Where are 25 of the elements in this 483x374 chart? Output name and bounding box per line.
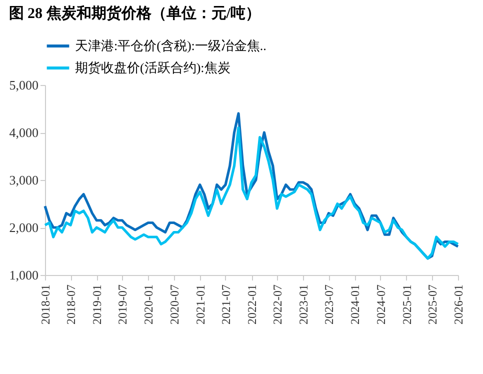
x-tick-label: 2020-01	[142, 284, 156, 324]
y-tick-label: 5,000	[9, 78, 38, 92]
x-tick-label: 2022-01	[245, 284, 259, 324]
x-tick-label: 2024-01	[348, 284, 362, 324]
x-tick-label: 2019-07	[116, 284, 130, 324]
x-tick-label: 2023-01	[296, 284, 311, 324]
x-tick-label: 2024-07	[374, 284, 388, 324]
x-tick-label: 2019-01	[90, 284, 104, 324]
x-tick-label: 2020-07	[167, 284, 182, 324]
chart-title: 图 28 焦炭和期货价格（单位：元/吨）	[8, 5, 260, 22]
x-tick-label: 2018-07	[64, 284, 78, 324]
x-tick-label: 2025-07	[425, 284, 440, 324]
x-tick-label: 2025-01	[400, 284, 414, 324]
x-tick-label: 2026-01	[452, 284, 466, 324]
legend-label: 天津港:平仓价(含税):一级冶金焦..	[75, 38, 266, 53]
x-tick-label: 2021-07	[218, 284, 233, 324]
x-tick-label: 2021-01	[193, 284, 208, 324]
legend-label: 期货收盘价(活跃合约):焦炭	[75, 60, 230, 75]
y-tick-label: 1,000	[9, 268, 38, 282]
x-tick-label: 2022-07	[270, 284, 285, 324]
x-tick-label: 2023-07	[322, 284, 336, 324]
y-tick-label: 3,000	[9, 172, 38, 188]
y-tick-label: 4,000	[9, 125, 38, 140]
y-tick-label: 2,000	[9, 220, 38, 235]
x-tick-label: 2018-01	[38, 284, 52, 324]
